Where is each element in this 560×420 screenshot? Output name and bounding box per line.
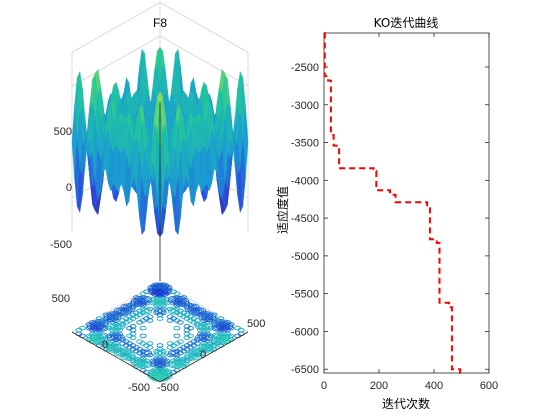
contour-ring: [166, 306, 174, 312]
contour-ring: [139, 325, 147, 331]
contour-ring: [132, 295, 140, 300]
contour-ring: [180, 295, 188, 300]
box-edge: [159, 2, 249, 53]
ko-title: KO迭代曲线: [374, 16, 439, 30]
y-tick-label: -6500: [291, 364, 319, 376]
grid-line: [159, 35, 249, 87]
contour-projection: [75, 282, 245, 382]
x-tick-label: 400: [425, 380, 443, 392]
axes-box-front: [71, 102, 249, 383]
x-axis-label: 迭代次数: [382, 396, 430, 411]
y-axis-label: 适应度值: [275, 186, 290, 234]
y-tick-label: -2500: [291, 62, 319, 74]
x-tick-label: -500: [157, 382, 179, 394]
contour-ring: [217, 316, 225, 321]
y-tick-label: -3500: [291, 138, 319, 150]
x-tick-labels: 0 200 400 600: [321, 380, 498, 392]
grid-line: [71, 35, 161, 87]
y-tick-label: 0: [102, 339, 108, 351]
z-tick-label: 500: [54, 126, 72, 138]
contour-ring: [88, 320, 96, 325]
contour-ring: [173, 325, 181, 331]
contour-ring: [210, 312, 218, 317]
contour-ring: [102, 312, 110, 317]
contour-ring: [170, 289, 177, 294]
contour-ring: [156, 343, 164, 348]
y-tick-label: -5500: [291, 289, 319, 301]
contour-ring: [78, 325, 86, 331]
x-tick-label: 0: [200, 349, 206, 361]
y-tick-labels: -2500 -3000 -3500 -4000 -4500 -5000 -5500 -6000…: [291, 62, 319, 376]
ko-convergence-line: [323, 32, 462, 374]
contour-ring: [176, 339, 184, 344]
x-tick-label: 600: [480, 380, 498, 392]
y-tick-label: -4000: [291, 175, 319, 187]
x-axis-line: [159, 331, 249, 383]
y-axis-line: [71, 331, 161, 383]
contour-ring: [149, 297, 157, 302]
contour-ring: [139, 333, 147, 339]
contour-ring: [136, 339, 144, 344]
contour-ring: [234, 325, 242, 331]
y-tick-label: -5000: [291, 251, 319, 263]
iteration-chart: -2500 -3000 -3500 -4000 -4500 -5000 -5500 -6000…: [275, 16, 498, 411]
contour-ring: [157, 282, 170, 290]
x-tick-label: 0: [321, 380, 327, 392]
box-edge: [71, 2, 161, 53]
contour-ring: [173, 333, 181, 339]
y-tick-label: -3000: [291, 100, 319, 112]
tick-marks: [323, 33, 490, 373]
contour-ring: [129, 323, 137, 329]
contour-ring: [150, 282, 163, 290]
contour-ring: [146, 341, 154, 346]
z-tick-label: -500: [50, 239, 72, 251]
contour-ring: [183, 323, 191, 329]
contour-ring: [146, 306, 154, 312]
contour-ring: [166, 314, 174, 319]
contour-ring: [163, 297, 171, 302]
surface-peaks: [71, 46, 249, 238]
x-tick-label: 500: [247, 318, 265, 330]
y-tick-label: 500: [52, 293, 70, 305]
contour-ring: [95, 316, 103, 321]
contour-ring: [224, 320, 232, 325]
surface-title: F8: [153, 16, 167, 30]
contour-ring: [166, 341, 174, 346]
y-tick-label: -6000: [291, 326, 319, 338]
contour-ring: [146, 314, 154, 319]
contour-ring: [159, 283, 167, 289]
contour-ring: [153, 283, 161, 289]
z-tick-label: 0: [66, 182, 72, 194]
y-tick-label: -4500: [291, 213, 319, 225]
surface-plot: F8 500 0 -500 500 0 -500 -500 0 500: [50, 2, 265, 394]
x-tick-label: 200: [370, 380, 388, 392]
y-tick-label: -500: [128, 382, 150, 394]
